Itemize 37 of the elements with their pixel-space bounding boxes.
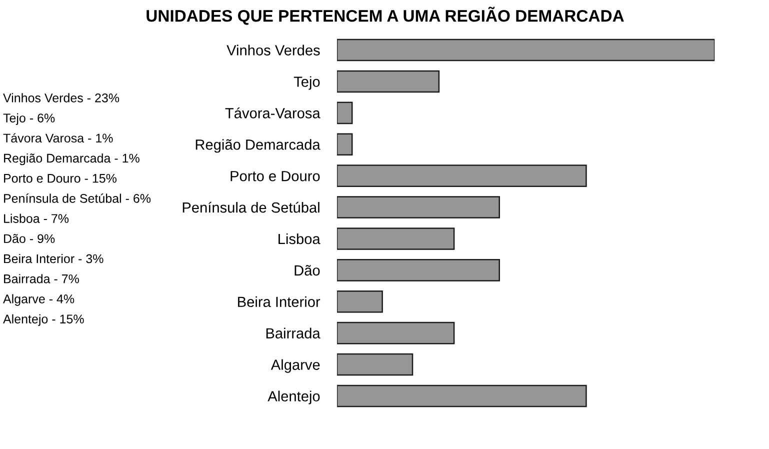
y-tick-label: Tejo — [294, 76, 320, 90]
bar — [337, 384, 587, 408]
y-tick-label: Porto e Douro — [230, 171, 320, 182]
y-tick-label: Távora-Varosa — [225, 107, 320, 118]
y-tick-label: Dão — [294, 265, 320, 276]
bar — [337, 38, 715, 62]
text: Alentejo - 15% — [3, 314, 84, 326]
y-tick-label: Alentejo — [268, 390, 320, 404]
y-tick-label: Algarve — [270, 359, 320, 373]
bar — [337, 196, 500, 218]
text: Vinhos Verdes - 23% — [3, 93, 120, 102]
text: Bairrada - 7% — [4, 274, 79, 284]
bar — [337, 228, 455, 250]
bar — [337, 102, 353, 124]
y-tick-label: Região Demarcada — [196, 139, 320, 153]
y-tick-label: Península de Setúbal — [182, 202, 320, 213]
chart-title: UNIDADES QUE PERTENCEM A UMA REGIÃO DEMARCADA — [146, 6, 624, 25]
text: Porto e Douro - 15% — [4, 174, 116, 183]
text: Península de Setúbal - 6% — [4, 194, 151, 203]
y-tick-label: Beira Interior — [238, 296, 320, 308]
text: Dão - 9% — [4, 234, 55, 244]
bar — [337, 353, 414, 376]
text: Algarve - 4% — [3, 294, 74, 306]
text: Beira Interior - 3% — [4, 254, 104, 264]
text: Tejo - 6% — [3, 113, 55, 125]
bar — [337, 259, 500, 282]
text: Lisboa - 7% — [4, 214, 69, 223]
bar — [337, 322, 455, 344]
bar — [337, 290, 383, 313]
y-tick-label: Bairrada — [266, 328, 320, 339]
text: Távora Varosa - 1% — [3, 133, 113, 143]
bar — [337, 70, 440, 93]
y-tick-label: Vinhos Verdes — [226, 44, 320, 56]
bar — [337, 133, 353, 156]
text: Região Demarcada - 1% — [4, 153, 140, 166]
y-tick-label: Lisboa — [278, 233, 320, 244]
bar — [337, 164, 587, 187]
